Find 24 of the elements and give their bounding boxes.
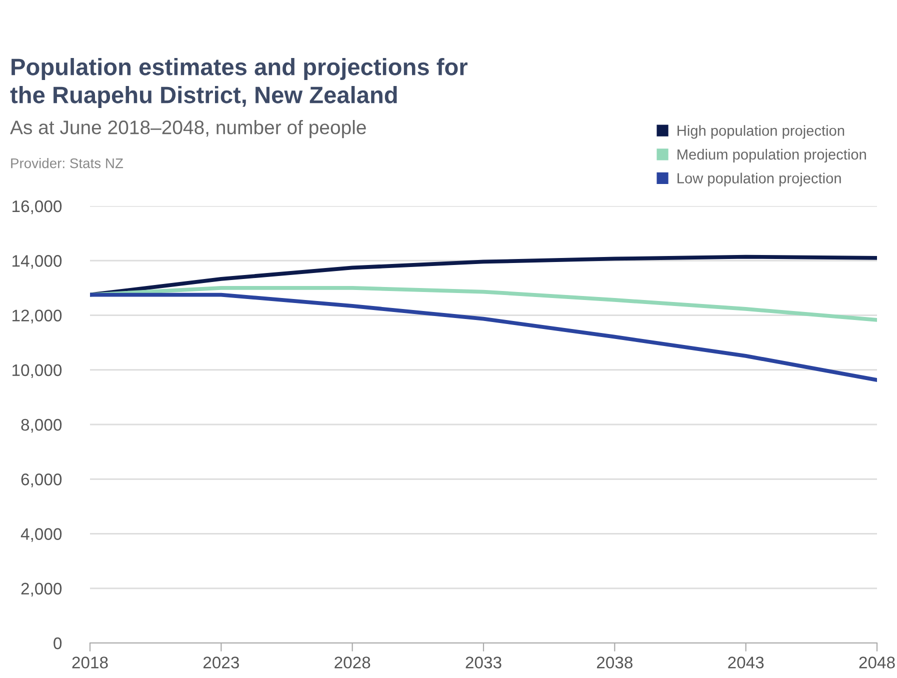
y-tick-label: 16,000 bbox=[12, 200, 62, 214]
legend-label: Low population projection bbox=[678, 172, 841, 186]
y-tick-label: 6,000 bbox=[21, 474, 62, 488]
x-tick-label: 2038 bbox=[596, 656, 632, 668]
chart-subtitle: As at June 2018–2048, number of people bbox=[10, 120, 366, 138]
text: Provider: Stats NZ bbox=[11, 158, 124, 168]
y-tick-label: 0 bbox=[54, 637, 62, 650]
x-tick-label: 2043 bbox=[728, 656, 764, 668]
chart-title: Population estimates and projections for the Ruapehu District, New Zealand bbox=[10, 58, 468, 108]
x-tick-label: 2033 bbox=[466, 656, 502, 668]
y-tick-label: 14,000 bbox=[12, 255, 62, 269]
x-tick-label: 2018 bbox=[72, 656, 108, 668]
legend-label: Medium population projection bbox=[678, 148, 866, 163]
y-tick-label: 12,000 bbox=[12, 310, 62, 324]
line-series bbox=[90, 286, 877, 322]
y-tick-label: 2,000 bbox=[21, 582, 62, 597]
legend-label: High population projection bbox=[678, 125, 844, 139]
x-tick-label: 2028 bbox=[334, 656, 370, 668]
x-tick-label: 2048 bbox=[859, 656, 895, 668]
line-series bbox=[90, 292, 877, 382]
y-tick-label: 10,000 bbox=[12, 364, 62, 378]
x-tick-label: 2023 bbox=[203, 656, 239, 668]
y-tick-label: 8,000 bbox=[21, 418, 62, 433]
y-tick-label: 4,000 bbox=[20, 528, 62, 542]
